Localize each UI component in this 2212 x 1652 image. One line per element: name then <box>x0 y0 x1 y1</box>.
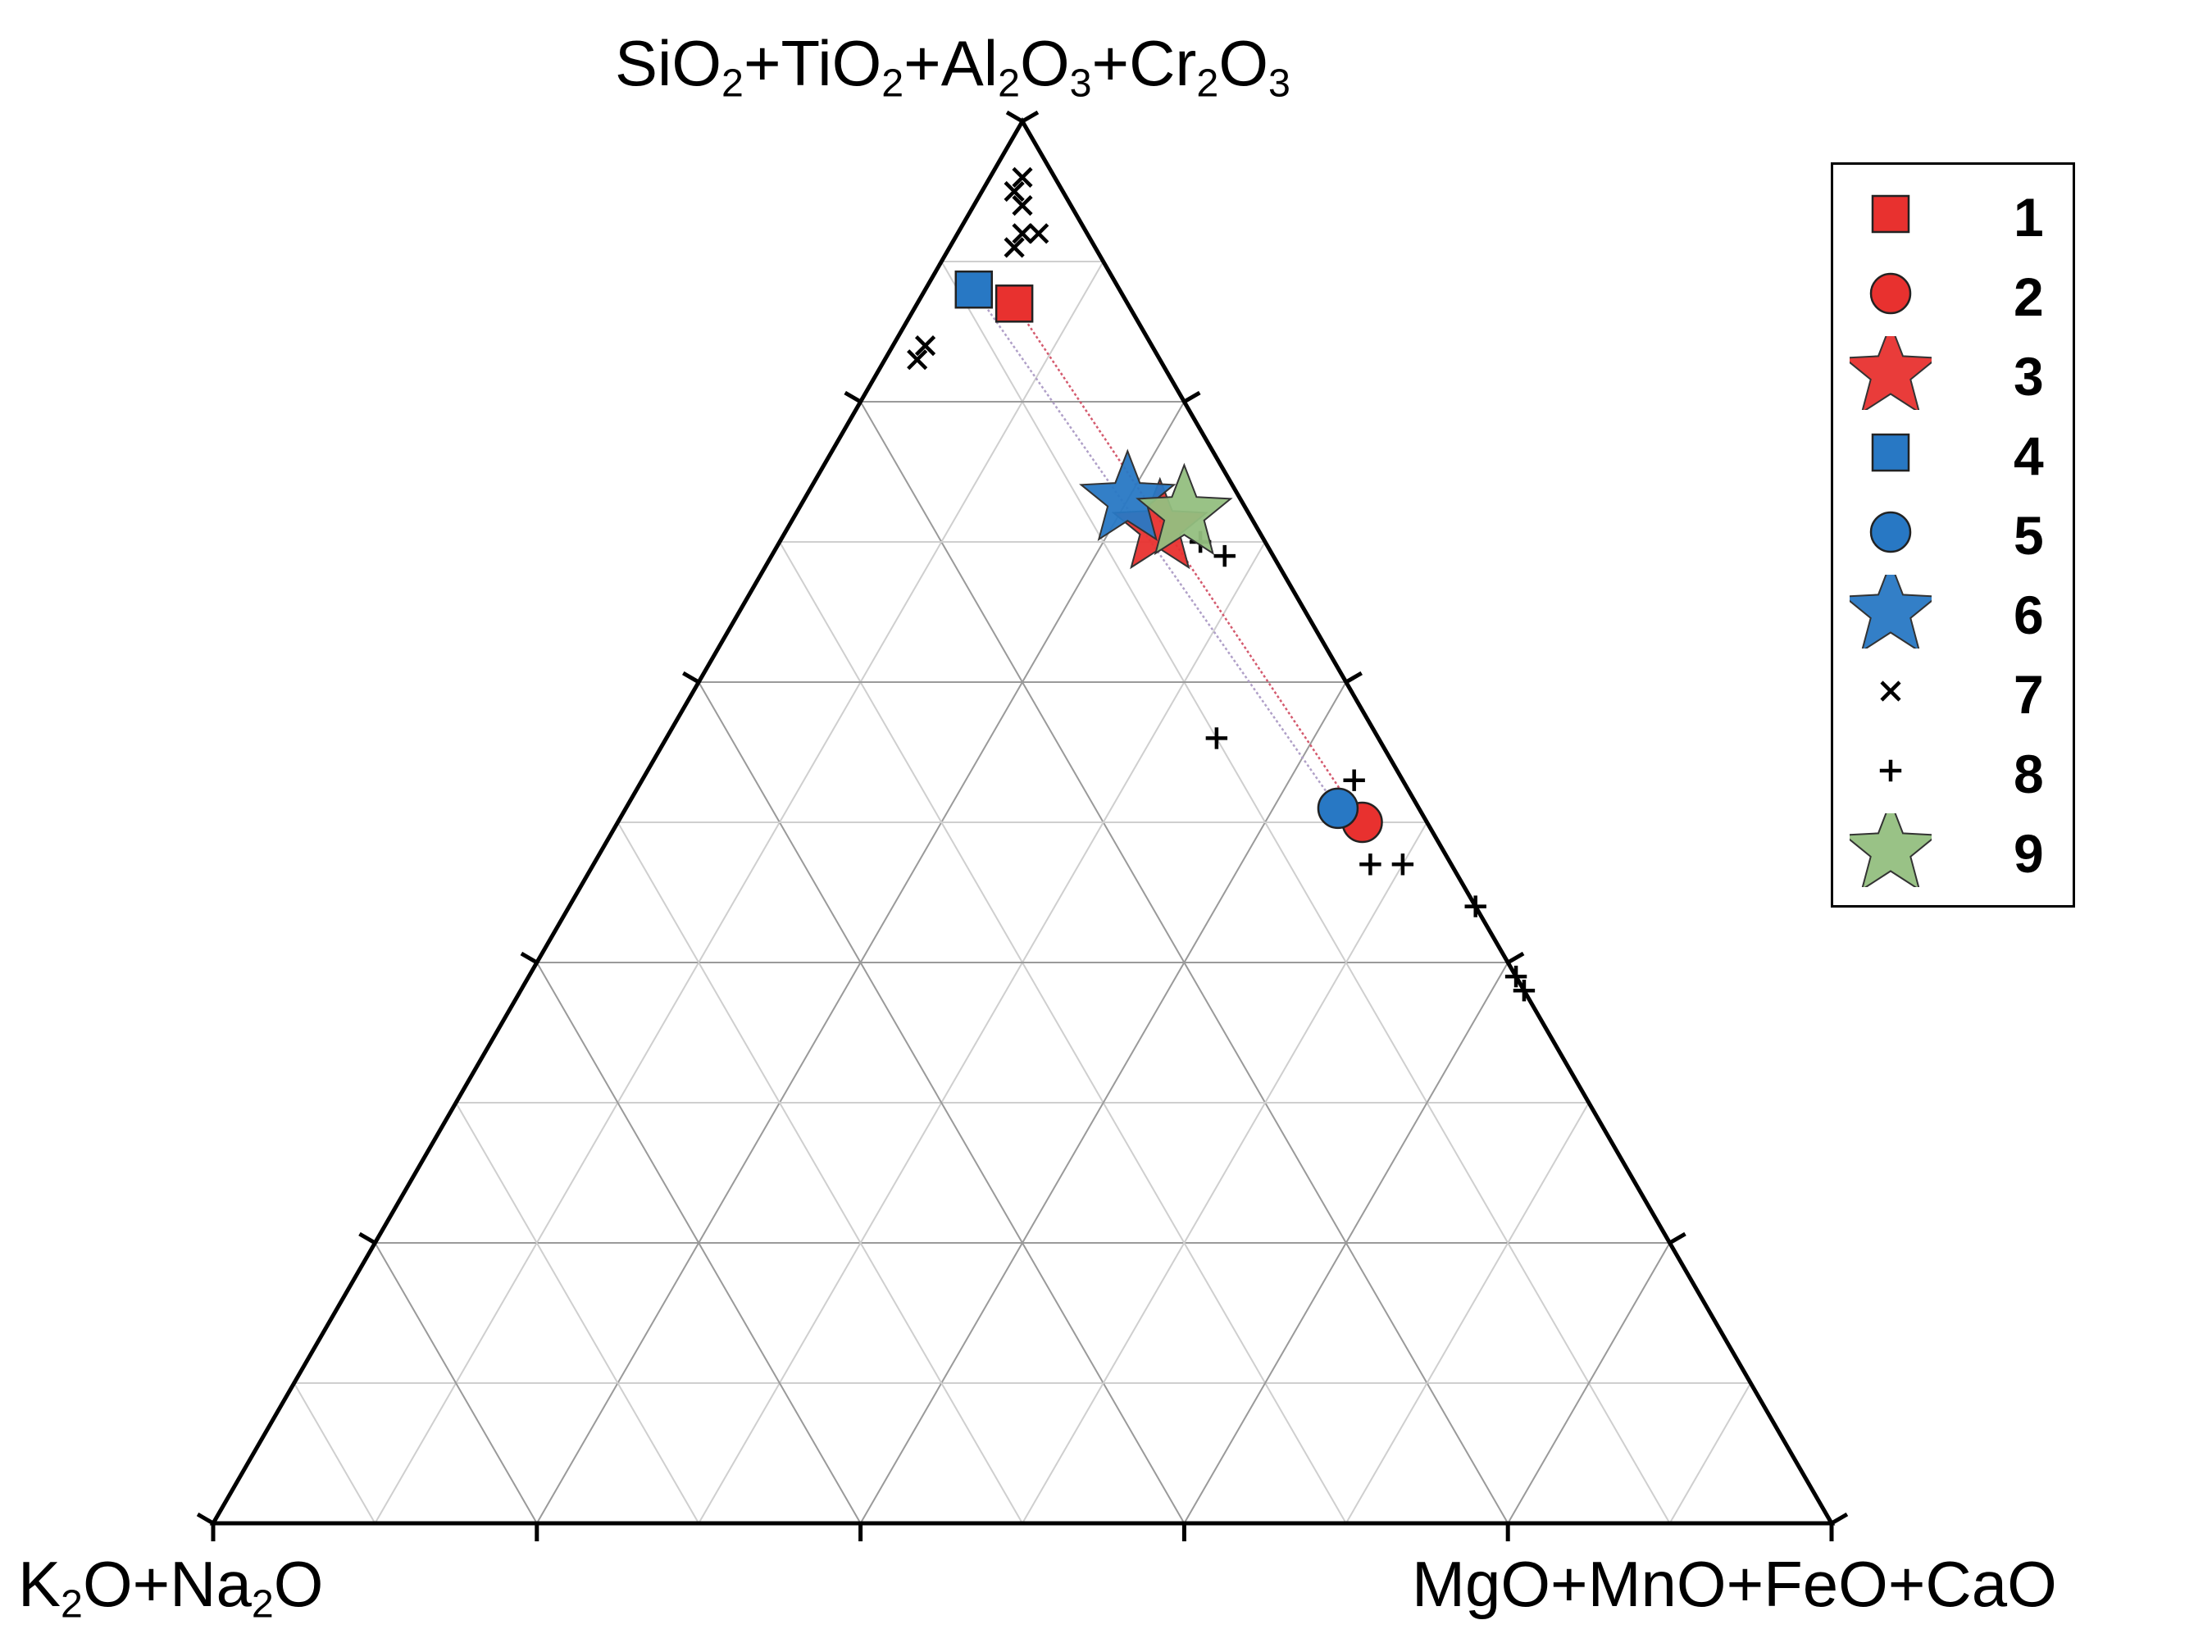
legend-marker <box>1850 336 1932 410</box>
data-point-series-7 <box>1028 223 1049 244</box>
axis-tick <box>682 671 700 685</box>
axis-tick <box>1830 1512 1849 1526</box>
data-point-series-8 <box>1343 769 1365 791</box>
legend-marker <box>1879 759 1902 782</box>
data-point-series-7 <box>907 349 928 371</box>
grid-line <box>940 261 1671 1524</box>
grid-line <box>1183 962 1509 1524</box>
legend-marker-star-blue-icon <box>1850 575 1932 649</box>
axis-tick <box>1506 951 1525 965</box>
legend-item: 7 <box>1833 654 2073 728</box>
legend-marker <box>1880 680 1901 702</box>
legend-item: 9 <box>1833 813 2073 887</box>
legend: 1 2 3 4 5 6 7 8 9 <box>1831 162 2075 908</box>
legend-marker <box>1850 575 1932 649</box>
grid-line <box>779 541 1347 1524</box>
legend-marker-circle-blue-icon <box>1869 511 1912 553</box>
data-point-series-7 <box>1012 166 1033 188</box>
legend-marker <box>1850 813 1932 887</box>
grid-line <box>293 1382 376 1524</box>
axis-tick <box>196 1512 215 1526</box>
data-point-series-8 <box>1213 544 1236 567</box>
legend-marker <box>1871 194 1910 234</box>
grid-line <box>698 541 1266 1524</box>
triangle-outline <box>209 116 1836 1526</box>
grid-line <box>535 962 862 1524</box>
data-point-series-8 <box>1205 727 1228 749</box>
grid-line <box>455 1102 700 1524</box>
legend-marker-square-red-icon <box>1871 194 1910 234</box>
legend-marker-circle-red-icon <box>1869 272 1912 315</box>
grid-line <box>1345 1102 1590 1524</box>
grid-lines <box>293 261 1752 1524</box>
legend-marker <box>1869 272 1912 315</box>
data-point-series-7 <box>1004 180 1025 203</box>
legend-label: 3 <box>2014 346 2044 407</box>
legend-label: 2 <box>2014 266 2044 327</box>
legend-label: 5 <box>2014 505 2044 566</box>
axis-tick <box>358 1231 376 1245</box>
legend-item: 1 <box>1833 177 2073 251</box>
legend-label: 1 <box>2014 187 2044 248</box>
data-point-series-8 <box>1391 853 1414 876</box>
data-point-series-8 <box>1513 980 1536 1002</box>
legend-marker-star-red-icon <box>1850 336 1932 410</box>
grid-line <box>1668 1382 1752 1524</box>
data-point-series-8 <box>1359 853 1381 876</box>
legend-label: 4 <box>2014 426 2044 486</box>
data-point-series-5 <box>1317 787 1359 830</box>
series-connectors <box>972 289 1363 823</box>
right-apex-label: MgO+MnO+FeO+CaO <box>1412 1548 2057 1620</box>
axis-tick <box>1345 671 1363 685</box>
data-point-series-8 <box>1464 895 1486 917</box>
legend-marker-x-icon <box>1880 680 1901 702</box>
left-apex-label: K2O+Na2O <box>18 1548 324 1627</box>
legend-marker-star-green-icon <box>1850 813 1932 887</box>
legend-item: 2 <box>1833 257 2073 330</box>
legend-marker <box>1869 511 1912 553</box>
triangle-frame <box>209 116 1836 1526</box>
data-point-series-9 <box>1136 462 1233 556</box>
legend-label: 8 <box>2014 744 2044 804</box>
top-apex-label: SiO2+TiO2+Al2O3+Cr2O3 <box>615 27 1290 106</box>
legend-item: 3 <box>1833 336 2073 410</box>
data-point-series-7 <box>914 335 936 357</box>
axis-ticks <box>196 110 1849 1541</box>
data-point-series-1 <box>994 284 1034 323</box>
axis-tick <box>1668 1231 1686 1245</box>
data-point-series-8 <box>1504 965 1527 988</box>
legend-item: 5 <box>1833 495 2073 569</box>
grid-line <box>1022 821 1428 1524</box>
data-point-series-4 <box>954 270 994 309</box>
legend-marker-plus-icon <box>1879 759 1902 782</box>
legend-item: 8 <box>1833 734 2073 808</box>
legend-label: 6 <box>2014 585 2044 645</box>
legend-item: 6 <box>1833 575 2073 649</box>
axis-tick <box>1183 390 1201 404</box>
data-point-series-6 <box>1079 448 1177 542</box>
legend-marker-square-blue-icon <box>1871 433 1910 472</box>
data-point-series-7 <box>1004 237 1025 258</box>
legend-marker <box>1871 433 1910 472</box>
data-point-series-7 <box>1012 195 1033 216</box>
grid-line <box>374 261 1104 1524</box>
legend-label: 7 <box>2014 664 2044 725</box>
grid-line <box>374 1242 538 1524</box>
data-point-series-7 <box>1012 223 1033 244</box>
data-points <box>907 166 1536 1002</box>
axis-tick <box>844 390 862 404</box>
axis-tick <box>1021 110 1040 124</box>
grid-line <box>617 821 1023 1524</box>
legend-item: 4 <box>1833 416 2073 489</box>
legend-label: 9 <box>2014 823 2044 884</box>
axis-tick <box>1005 110 1024 124</box>
axis-tick <box>520 951 539 965</box>
grid-line <box>1507 1242 1671 1524</box>
